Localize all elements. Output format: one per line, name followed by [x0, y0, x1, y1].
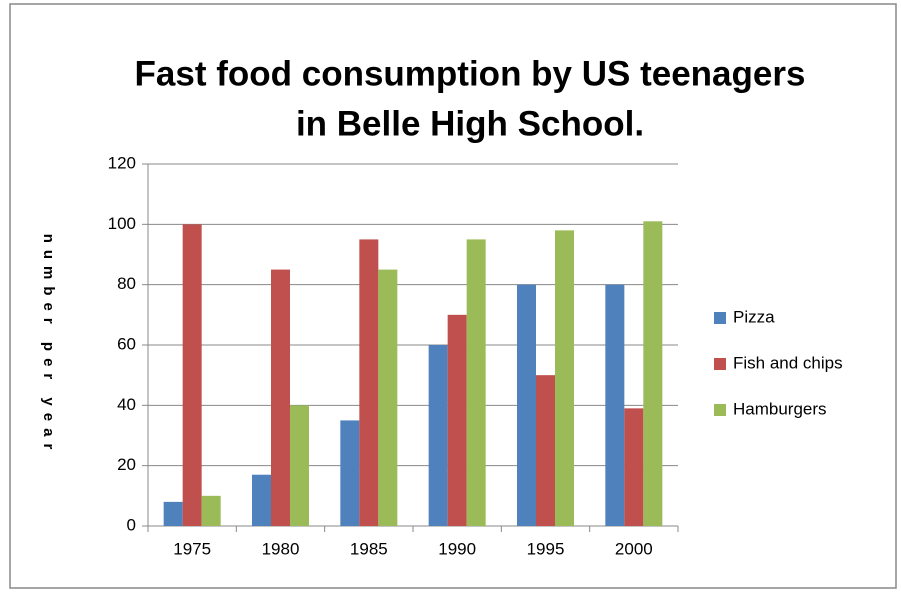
- x-tick-label: 1990: [438, 539, 476, 558]
- x-tick-label: 1975: [173, 539, 211, 558]
- bar: [447, 314, 467, 526]
- bar: [290, 405, 309, 526]
- bar: [378, 269, 398, 526]
- x-tick-label: 1995: [527, 539, 565, 558]
- y-tick-label: 60: [117, 334, 136, 353]
- bar: [340, 420, 360, 526]
- bar: [359, 239, 379, 526]
- legend-swatch: [714, 312, 726, 324]
- bar: [536, 375, 555, 526]
- bar: [605, 284, 625, 526]
- y-axis-label: number per year: [40, 234, 57, 457]
- bar: [271, 269, 290, 526]
- bar: [428, 345, 448, 526]
- bar: [466, 239, 486, 526]
- legend-swatch: [714, 404, 726, 416]
- y-tick-label: 100: [108, 214, 136, 233]
- bar: [624, 408, 644, 526]
- bar: [252, 474, 271, 526]
- legend-label: Pizza: [733, 307, 775, 326]
- chart-title: in Belle High School.: [296, 104, 644, 143]
- bar: [163, 501, 183, 526]
- y-tick-label: 80: [117, 274, 136, 293]
- chart-title: Fast food consumption by US teenagers: [135, 54, 806, 93]
- legend-label: Hamburgers: [733, 399, 827, 418]
- bar: [182, 224, 202, 527]
- y-tick-label: 120: [108, 153, 136, 172]
- legend-swatch: [714, 358, 726, 370]
- x-tick-label: 1980: [262, 539, 300, 558]
- x-tick-label: 1985: [350, 539, 388, 558]
- bar: [643, 221, 663, 527]
- y-tick-label: 0: [127, 515, 136, 534]
- bar: [517, 284, 536, 526]
- y-tick-label: 40: [117, 395, 136, 414]
- bar: [555, 230, 574, 526]
- legend-label: Fish and chips: [733, 353, 843, 372]
- y-tick-label: 20: [117, 455, 136, 474]
- bar: [201, 495, 221, 526]
- x-tick-label: 2000: [615, 539, 653, 558]
